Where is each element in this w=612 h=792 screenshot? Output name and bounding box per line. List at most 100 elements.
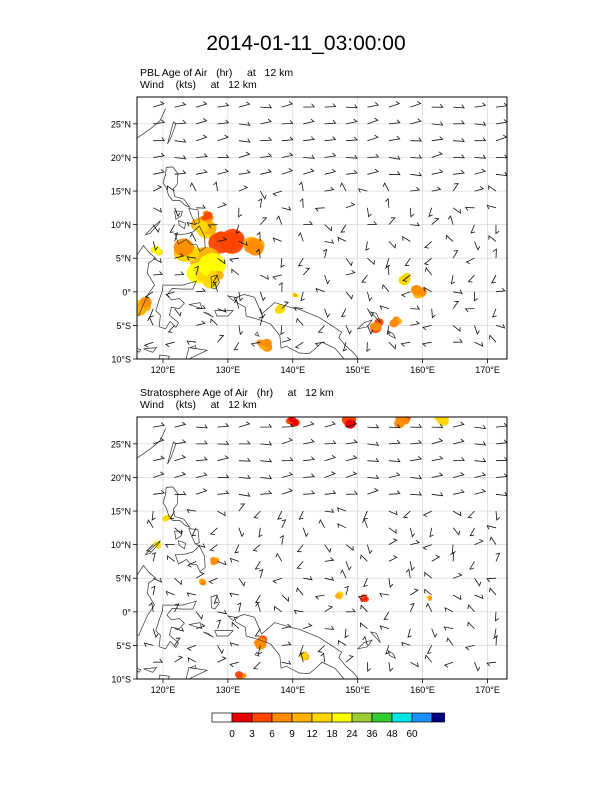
wind-barb xyxy=(196,456,208,462)
wind-barb xyxy=(345,154,358,159)
wind-barb xyxy=(367,662,372,673)
wind-barb xyxy=(410,661,419,668)
wind-barb xyxy=(169,510,175,520)
wind-barb xyxy=(486,204,497,210)
lat-label: 5°N xyxy=(116,574,131,584)
wind-barb xyxy=(153,152,165,158)
wind-barb xyxy=(299,645,305,655)
wind-barb xyxy=(229,257,239,263)
wind-barb xyxy=(431,169,444,175)
wind-barb xyxy=(217,423,230,428)
wind-barb xyxy=(379,625,390,630)
coastline xyxy=(178,220,187,230)
wind-barb xyxy=(153,257,162,264)
wind-barb xyxy=(489,587,497,596)
coastline xyxy=(162,486,191,529)
coastline xyxy=(143,347,158,353)
wind-barb xyxy=(367,153,380,158)
colorbar-box xyxy=(271,712,293,723)
wind-barb xyxy=(426,645,433,654)
wind-barb xyxy=(235,224,240,234)
wind-barb xyxy=(303,623,313,629)
lon-label: 160°E xyxy=(410,685,435,695)
wind-barb xyxy=(447,215,454,225)
wind-barb xyxy=(367,441,380,446)
wind-barb xyxy=(324,440,337,445)
colorbar-box xyxy=(211,712,233,723)
coastline xyxy=(174,545,206,573)
wind-barb xyxy=(276,215,283,225)
wind-barb xyxy=(446,637,454,646)
wind-barb xyxy=(367,257,375,266)
wind-barb xyxy=(196,153,208,158)
wind-barb xyxy=(296,561,304,569)
wind-barb xyxy=(345,421,358,428)
wind-barb xyxy=(275,552,283,562)
wind-barb xyxy=(453,120,465,125)
wind-barb xyxy=(342,342,348,352)
wind-barb xyxy=(388,578,394,588)
wind-barb xyxy=(345,291,353,300)
wind-barb xyxy=(492,248,497,259)
wind-barb xyxy=(410,137,423,142)
wind-barb xyxy=(337,639,347,646)
age-shading xyxy=(361,595,366,600)
wind-barb xyxy=(324,239,335,244)
wind-barb xyxy=(367,544,373,555)
wind-barb xyxy=(474,168,487,175)
wind-barb xyxy=(174,471,187,478)
wind-barb xyxy=(474,325,480,335)
wind-barb xyxy=(229,642,240,647)
map-frame xyxy=(136,416,508,680)
wind-barb xyxy=(281,660,292,665)
wind-barb xyxy=(431,438,444,445)
wind-barb xyxy=(453,338,463,343)
wind-barb xyxy=(217,490,230,495)
wind-barb xyxy=(452,510,462,517)
wind-barb xyxy=(410,439,423,445)
lat-label: 15°N xyxy=(111,507,131,517)
coastline xyxy=(254,331,260,337)
wind-barb xyxy=(238,325,244,336)
wind-barb xyxy=(280,325,285,336)
wind-barb xyxy=(258,568,264,579)
wind-barb xyxy=(424,654,433,663)
coastline xyxy=(210,594,220,610)
wind-barb xyxy=(367,457,380,462)
wind-barb xyxy=(345,561,352,571)
wind-barb xyxy=(196,204,206,209)
wind-barb xyxy=(174,170,187,175)
wind-barb xyxy=(169,224,175,233)
wind-barb xyxy=(229,661,239,668)
wind-barb xyxy=(410,154,423,159)
coastline xyxy=(369,311,381,323)
coastline xyxy=(162,166,191,209)
colorbar-label: 9 xyxy=(289,729,295,740)
wind-barb xyxy=(401,641,411,647)
wind-barb xyxy=(303,456,315,462)
wind-barb xyxy=(195,571,205,579)
wind-barb xyxy=(294,341,304,349)
wind-barb xyxy=(151,511,156,521)
wind-barb xyxy=(238,185,249,192)
wind-barb xyxy=(259,190,267,200)
wind-barb xyxy=(453,457,465,462)
wind-barb xyxy=(187,657,197,663)
wind-barb xyxy=(452,250,459,259)
map-content xyxy=(137,97,507,359)
wind-barb xyxy=(151,551,156,562)
wind-barb xyxy=(272,577,282,584)
wind-barb xyxy=(495,224,500,235)
wind-barb xyxy=(254,561,261,570)
wind-barb xyxy=(340,569,347,579)
coastline xyxy=(387,650,397,659)
wind-barb xyxy=(345,169,358,175)
wind-barb xyxy=(340,308,347,318)
wind-barb xyxy=(281,152,294,158)
wind-barb xyxy=(474,137,487,142)
lat-label: 10°S xyxy=(111,675,131,685)
wind-barb xyxy=(388,510,398,516)
wind-barb xyxy=(196,320,206,326)
wind-barb xyxy=(367,488,379,495)
wind-barb xyxy=(255,248,261,259)
